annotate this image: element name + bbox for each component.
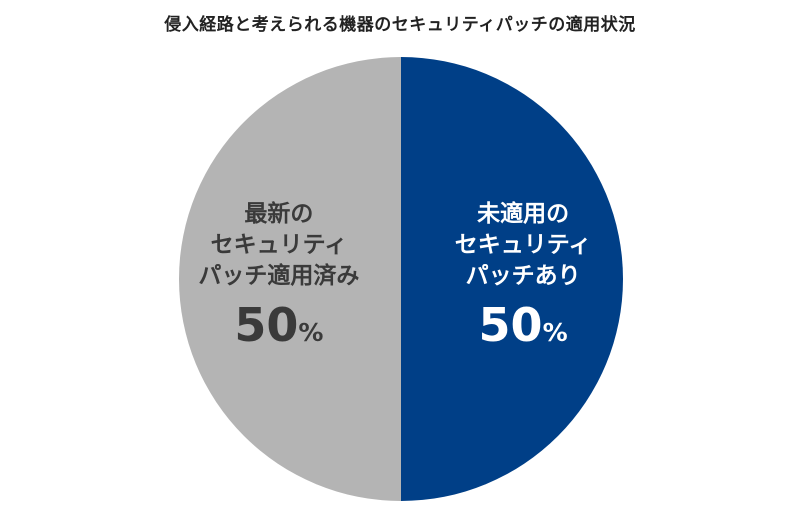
slice-value-label: 50%	[479, 298, 568, 352]
slice-label-line: 最新の	[244, 200, 313, 227]
pie-slice-1	[179, 57, 401, 501]
slice-label-line: セキュリティ	[455, 232, 592, 258]
pie-slices	[179, 57, 623, 501]
slice-label-line: パッチ適用済み	[198, 262, 359, 289]
chart-title: 侵入経路と考えられる機器のセキュリティパッチの適用状況	[164, 15, 636, 35]
slice-label-line: セキュリティ	[211, 232, 348, 258]
slice-value-label: 50%	[234, 298, 323, 352]
slice-label-line: 未適用の	[477, 200, 569, 227]
slice-label-line: パッチあり	[466, 263, 581, 289]
pie-slice-0	[401, 57, 623, 501]
